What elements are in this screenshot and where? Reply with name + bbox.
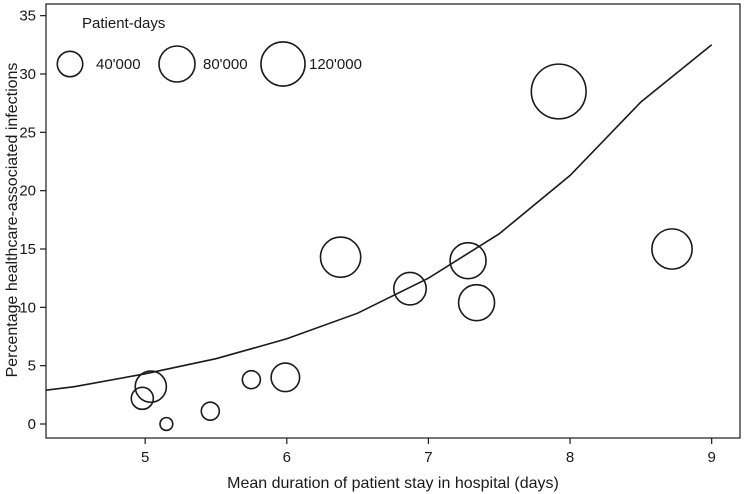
legend-title: Patient-days [82,15,165,32]
y-tick-label: 30 [19,66,36,83]
y-axis-label: Percentage healthcare-associated infecti… [4,63,21,378]
legend-label: 80'000 [203,56,248,73]
data-bubble [449,241,487,280]
data-bubbles [130,63,693,432]
legend-bubble [260,41,306,87]
x-axis-label: Mean duration of patient stay in hospita… [227,475,559,492]
data-bubble [530,63,587,120]
data-bubble [457,283,496,322]
data-bubble [159,416,174,432]
y-tick-label: 35 [19,8,36,25]
fit-curve [45,44,713,391]
y-tick-label: 0 [28,416,36,433]
data-bubble [319,236,362,279]
x-tick-label: 7 [424,449,432,466]
legend: Patient-days 40'000 80'000 120'000 [56,15,362,87]
x-tick-label: 9 [708,449,716,466]
data-bubble [651,228,693,270]
y-tick-label: 25 [19,124,36,141]
y-tick-label: 20 [19,183,36,200]
axis-ticks: 5 6 7 8 9 0 5 10 15 20 25 30 35 [19,8,716,466]
data-bubble [241,369,262,390]
legend-label: 40'000 [96,56,141,73]
x-tick-label: 5 [141,449,149,466]
y-tick-label: 10 [19,299,36,316]
data-bubble [270,362,301,393]
data-bubble [200,401,221,421]
legend-label: 120'000 [309,56,362,73]
data-bubble [130,386,155,411]
data-bubble [134,370,168,404]
y-tick-label: 5 [28,358,36,375]
x-tick-label: 8 [566,449,574,466]
x-tick-label: 6 [283,449,291,466]
legend-bubble [158,45,196,83]
y-tick-label: 15 [19,241,36,258]
plot-frame [45,3,741,439]
data-bubble [392,271,428,306]
legend-bubble [56,50,84,78]
